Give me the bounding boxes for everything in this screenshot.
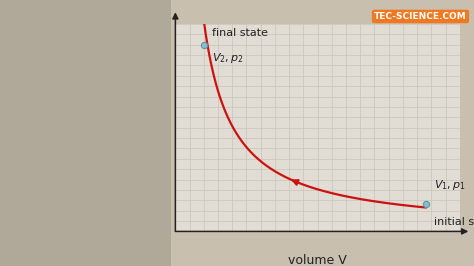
Text: initial state: initial state [434, 217, 474, 227]
Text: final state: final state [212, 28, 268, 39]
Text: pressure p: pressure p [143, 95, 156, 161]
Text: $V_1, p_1$: $V_1, p_1$ [434, 178, 466, 192]
Text: volume V: volume V [288, 254, 347, 266]
Text: TEC-SCIENCE.COM: TEC-SCIENCE.COM [374, 12, 467, 21]
Text: $V_2, p_2$: $V_2, p_2$ [212, 51, 244, 65]
